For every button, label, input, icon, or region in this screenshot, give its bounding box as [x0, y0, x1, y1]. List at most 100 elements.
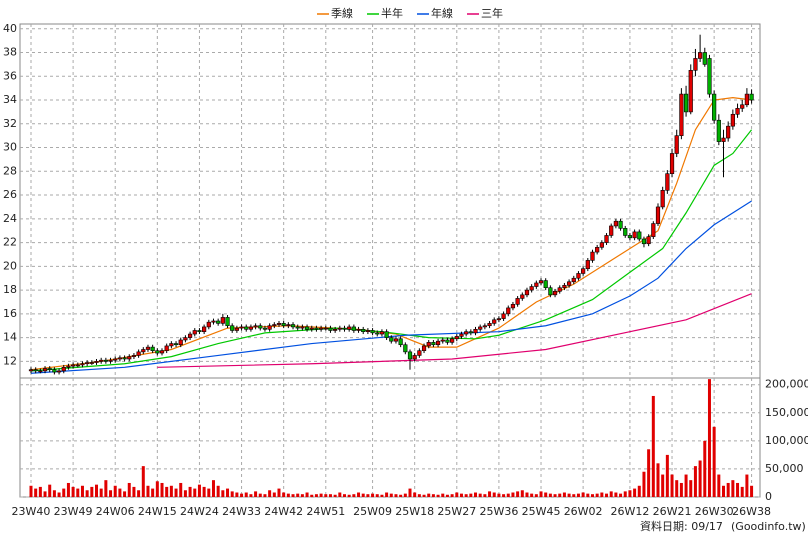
volume-tick-label: 50,000 [765, 462, 804, 475]
candle-body [529, 286, 534, 291]
candle-body [192, 330, 197, 335]
volume-bar [385, 492, 389, 497]
volume-bar [684, 474, 688, 497]
volume-bar [319, 493, 323, 497]
candle-body [623, 228, 628, 236]
volume-bar [469, 493, 473, 497]
candle-body [543, 280, 548, 289]
volume-tick-label: 150,000 [765, 406, 808, 419]
candle-body [501, 313, 506, 319]
volume-bar [137, 490, 141, 497]
candle-body [384, 331, 389, 338]
candle-body [651, 223, 656, 237]
volume-bar [427, 493, 431, 497]
candle-body [258, 325, 263, 329]
volume-bar [394, 494, 398, 497]
candle-body [262, 327, 268, 330]
footer: 資料日期: 09/17 [640, 519, 723, 533]
candle-body [698, 52, 703, 59]
volume-bar [235, 492, 239, 497]
x-tick-label: 26W12 [610, 505, 649, 518]
x-tick-label: 26W02 [564, 505, 603, 518]
candle-body [314, 327, 319, 330]
candle-body [454, 336, 459, 340]
candle-body [379, 331, 385, 335]
candle-body [276, 323, 282, 325]
volume-bar [249, 494, 253, 497]
volume-bar [314, 494, 318, 497]
volume-bar [558, 493, 562, 497]
candle-body [674, 135, 679, 154]
volume-bar [183, 490, 187, 497]
candle-body [108, 359, 113, 362]
x-tick-label: 24W42 [264, 505, 303, 518]
volume-bar [272, 492, 276, 497]
candle-body [333, 328, 338, 331]
candle-body [538, 280, 544, 284]
legend-label: 三年 [481, 6, 503, 20]
volume-bar [66, 482, 70, 497]
volume-bar [104, 480, 108, 497]
volume-bar [698, 460, 702, 497]
volume-bar [525, 492, 529, 497]
volume-bar [502, 494, 506, 497]
volume-bar [408, 488, 412, 497]
candle-body [417, 350, 422, 356]
candle-body [473, 328, 478, 334]
volume-bar [595, 493, 599, 497]
candle-body [506, 307, 511, 315]
candle-body [403, 344, 408, 353]
y-tick-label: 28 [3, 164, 17, 177]
candle-body [515, 298, 520, 305]
candle-body [300, 326, 305, 329]
candle-body [365, 330, 370, 332]
volume-bar [300, 494, 304, 497]
candle-body [459, 333, 464, 337]
volume-bar [693, 466, 697, 497]
candle-body [450, 338, 455, 343]
volume-bar [389, 493, 393, 497]
candle-body [56, 370, 62, 373]
volume-bar [474, 492, 478, 497]
volume-bar [436, 494, 440, 497]
volume-bar [422, 494, 426, 497]
y-tick-label: 24 [3, 212, 17, 225]
volume-bar [99, 488, 103, 497]
volume-bar [151, 488, 155, 497]
candle-body [716, 119, 721, 142]
candle-body [679, 93, 684, 136]
candle-body [548, 287, 553, 296]
candle-body [323, 327, 328, 330]
legend-label: 季線 [331, 6, 353, 20]
candle-body [248, 326, 254, 330]
candle-body [99, 359, 104, 362]
candle-body [637, 231, 642, 240]
candle-body [712, 93, 717, 121]
candle-body [389, 337, 394, 342]
candle-body [581, 268, 586, 274]
volume-bar [562, 492, 566, 497]
x-tick-label: 25W09 [353, 505, 392, 518]
y-tick-label: 38 [3, 46, 17, 59]
volume-bar [722, 485, 726, 497]
x-tick-label: 23W49 [54, 505, 93, 518]
candle-body [688, 70, 693, 113]
candle-body [599, 242, 604, 248]
x-tick-label: 26W30 [695, 505, 734, 518]
volume-bar [352, 494, 356, 497]
volume-bar [689, 480, 693, 497]
candle-body [47, 368, 52, 370]
candle-body [398, 338, 403, 346]
x-tick-label: 24W15 [138, 505, 177, 518]
x-tick-label: 26W38 [732, 505, 771, 518]
candle-body [145, 346, 151, 350]
volume-bar [511, 492, 515, 497]
candle-body [478, 326, 483, 330]
volume-bar [539, 491, 543, 497]
candle-body [183, 337, 188, 341]
volume-bar [244, 492, 248, 497]
candle-body [655, 206, 661, 224]
volume-bar [530, 493, 534, 497]
volume-bar [497, 493, 501, 497]
candle-body [520, 294, 525, 299]
